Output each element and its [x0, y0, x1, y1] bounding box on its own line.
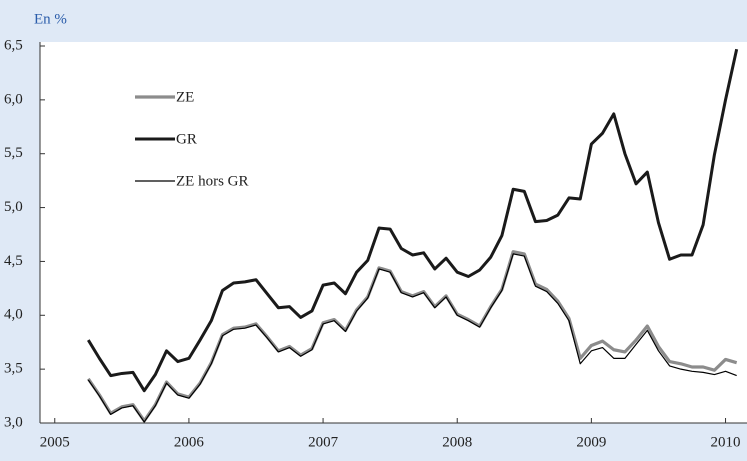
legend-label: ZE [176, 89, 194, 105]
series-line [87, 253, 737, 423]
unit-label: En % [34, 11, 67, 27]
y-tick-label: 6,5 [4, 37, 23, 53]
legend-label: GR [176, 131, 197, 147]
y-tick-label: 3,0 [4, 414, 23, 430]
series-line [86, 250, 738, 423]
x-tick-label: 2005 [40, 434, 70, 450]
y-tick-label: 5,5 [4, 145, 23, 161]
y-tick-label: 5,0 [4, 199, 23, 215]
y-tick-label: 4,5 [4, 253, 23, 269]
series-line [87, 48, 739, 393]
y-tick-label: 3,5 [4, 361, 23, 377]
y-tick-label: 6,0 [4, 91, 23, 107]
x-tick-label: 2007 [308, 434, 339, 450]
y-tick-label: 4,0 [4, 307, 23, 323]
legend-label: ZE hors GR [176, 173, 249, 189]
x-tick-label: 2010 [711, 434, 741, 450]
x-tick-label: 2009 [576, 434, 606, 450]
x-tick-label: 2008 [442, 434, 472, 450]
x-tick-label: 2006 [174, 434, 205, 450]
